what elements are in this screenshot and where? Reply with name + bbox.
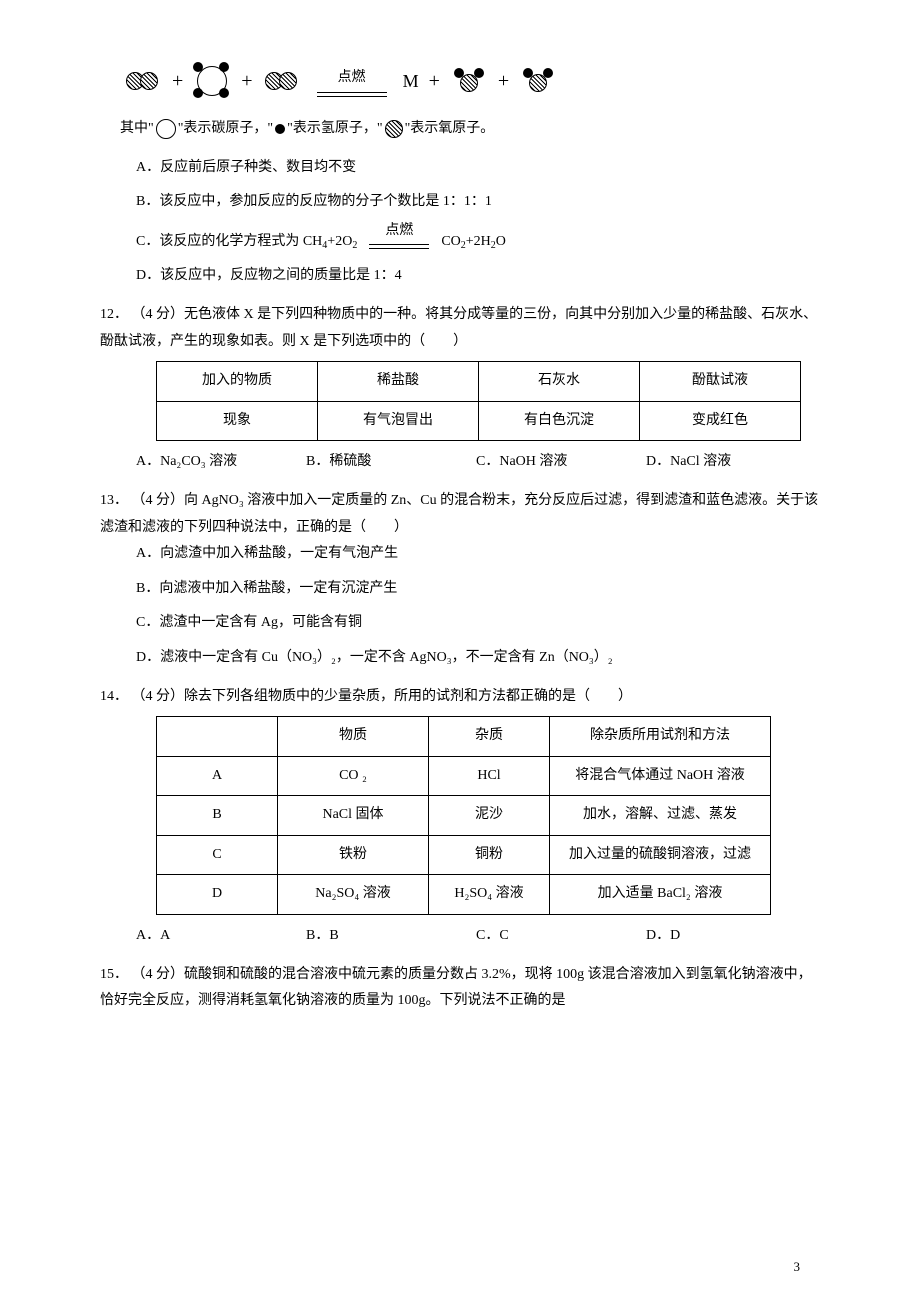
table-row: 现象 有气泡冒出 有白色沉淀 变成红色 <box>157 401 801 441</box>
table-row: 加入的物质 稀盐酸 石灰水 酚酞试液 <box>157 362 801 402</box>
carbon-icon <box>156 119 176 139</box>
reaction-diagram: + + 点燃 M + + <box>120 60 820 102</box>
q13-option-b: B．向滤液中加入稀盐酸，一定有沉淀产生 <box>136 576 820 603</box>
cell: B <box>157 796 278 836</box>
molecule-o2-2 <box>261 60 303 102</box>
cell: D <box>157 875 278 915</box>
question-12: 12． （4 分）无色液体 X 是下列四种物质中的一种。将其分成等量的三份，向其… <box>100 302 820 476</box>
cell: CO ₂ <box>278 756 429 796</box>
product-M: M <box>403 64 419 98</box>
molecule-o2-1 <box>122 60 164 102</box>
q13-number: 13． <box>100 493 128 508</box>
table-row: 物质 杂质 除杂质所用试剂和方法 <box>157 717 771 757</box>
q11c-4: +2H <box>466 229 491 256</box>
cell: C <box>157 835 278 875</box>
question-15: 15． （4 分）硫酸铜和硫酸的混合溶液中硫元素的质量分数占 3.2%，现将 1… <box>100 962 820 1015</box>
cell: 有气泡冒出 <box>318 401 479 441</box>
q12-choices: A．Na₂CO₃ 溶液 B．稀硫酸 C．NaOH 溶液 D．NaCl 溶液 <box>136 449 820 476</box>
table-row: C 铁粉 铜粉 加入过量的硫酸铜溶液，过滤 <box>157 835 771 875</box>
choice-c: C．NaOH 溶液 <box>476 449 646 476</box>
q12-number: 12． <box>100 307 128 322</box>
choice-a: A．A <box>136 923 306 950</box>
cell: 有白色沉淀 <box>479 401 640 441</box>
q15-number: 15． <box>100 967 128 982</box>
choice-c: C．C <box>476 923 646 950</box>
cell: 变成红色 <box>640 401 801 441</box>
q13-option-a: A．向滤渣中加入稀盐酸，一定有气泡产生 <box>136 541 820 568</box>
cell: 铁粉 <box>278 835 429 875</box>
q15-stem: （4 分）硫酸铜和硫酸的混合溶液中硫元素的质量分数占 3.2%，现将 100g … <box>100 967 812 1009</box>
cell: H₂SO₄ 溶液 <box>429 875 550 915</box>
molecule-h2o-1 <box>448 60 490 102</box>
reaction-arrow: 点燃 <box>317 65 387 97</box>
table-row: D Na₂SO₄ 溶液 H₂SO₄ 溶液 加入适量 BaCl₂ 溶液 <box>157 875 771 915</box>
molecule-ch4 <box>191 60 233 102</box>
cell: A <box>157 756 278 796</box>
choice-b: B．稀硫酸 <box>306 449 476 476</box>
choice-a: A．Na₂CO₃ 溶液 <box>136 449 306 476</box>
page-number: 3 <box>794 1255 801 1280</box>
q11c-arrow: 点燃 <box>369 218 429 250</box>
caption-text-1: 其中" <box>120 116 154 143</box>
q12-stem: （4 分）无色液体 X 是下列四种物质中的一种。将其分成等量的三份，向其中分别加… <box>100 307 817 349</box>
q11-option-a: A．反应前后原子种类、数目均不变 <box>136 155 820 182</box>
q11c-5: O <box>496 229 506 256</box>
choice-d: D．D <box>646 923 816 950</box>
q11c-arrow-label: 点燃 <box>385 218 413 245</box>
q11-option-b: B．该反应中，参加反应的反应物的分子个数比是 1：1：1 <box>136 189 820 216</box>
choice-d: D．NaCl 溶液 <box>646 449 816 476</box>
cell: 酚酞试液 <box>640 362 801 402</box>
plus-3: + <box>429 62 440 100</box>
q14-table: 物质 杂质 除杂质所用试剂和方法 A CO ₂ HCl 将混合气体通过 NaOH… <box>156 716 771 915</box>
q11-option-d: D．该反应中，反应物之间的质量比是 1：4 <box>136 263 820 290</box>
q14-stem: （4 分）除去下列各组物质中的少量杂质，所用的试剂和方法都正确的是（ ） <box>132 689 633 704</box>
q14-choices: A．A B．B C．C D．D <box>136 923 820 950</box>
cell: 加入适量 BaCl₂ 溶液 <box>550 875 771 915</box>
caption-text-2: "表示碳原子，" <box>178 116 273 143</box>
cell: Na₂SO₄ 溶液 <box>278 875 429 915</box>
diagram-caption: 其中" "表示碳原子，" "表示氢原子，" "表示氧原子。 <box>120 116 820 143</box>
cell: 将混合气体通过 NaOH 溶液 <box>550 756 771 796</box>
cell: 稀盐酸 <box>318 362 479 402</box>
q11c-3: CO <box>441 229 460 256</box>
q14-number: 14． <box>100 689 128 704</box>
hydrogen-icon <box>275 124 285 134</box>
caption-text-3: "表示氢原子，" <box>287 116 382 143</box>
cell: 加入的物质 <box>157 362 318 402</box>
cell: NaCl 固体 <box>278 796 429 836</box>
question-13: 13． （4 分）向 AgNO₃ 溶液中加入一定质量的 Zn、Cu 的混合粉末，… <box>100 488 820 672</box>
question-14: 14． （4 分）除去下列各组物质中的少量杂质，所用的试剂和方法都正确的是（ ）… <box>100 684 820 950</box>
cell: 加水，溶解、过滤、蒸发 <box>550 796 771 836</box>
plus-4: + <box>498 62 509 100</box>
plus-2: + <box>241 62 252 100</box>
plus-1: + <box>172 62 183 100</box>
arrow-label: 点燃 <box>338 65 366 92</box>
cell: 现象 <box>157 401 318 441</box>
choice-b: B．B <box>306 923 476 950</box>
q13-stem: （4 分）向 AgNO₃ 溶液中加入一定质量的 Zn、Cu 的混合粉末，充分反应… <box>100 493 818 535</box>
page: + + 点燃 M + + <box>60 0 860 1300</box>
q11-option-c: C．该反应的化学方程式为 CH4 +2O2 点燃 CO2 +2H2 O <box>136 224 820 256</box>
table-row: A CO ₂ HCl 将混合气体通过 NaOH 溶液 <box>157 756 771 796</box>
table-row: B NaCl 固体 泥沙 加水，溶解、过滤、蒸发 <box>157 796 771 836</box>
q11c-2: +2O <box>327 229 352 256</box>
oxygen-icon <box>385 120 403 138</box>
caption-text-4: "表示氧原子。 <box>405 116 495 143</box>
cell: 石灰水 <box>479 362 640 402</box>
cell: 铜粉 <box>429 835 550 875</box>
cell: 加入过量的硫酸铜溶液，过滤 <box>550 835 771 875</box>
cell: 泥沙 <box>429 796 550 836</box>
molecule-h2o-2 <box>517 60 559 102</box>
cell: 杂质 <box>429 717 550 757</box>
q12-table: 加入的物质 稀盐酸 石灰水 酚酞试液 现象 有气泡冒出 有白色沉淀 变成红色 <box>156 361 801 441</box>
cell <box>157 717 278 757</box>
cell: 物质 <box>278 717 429 757</box>
cell: 除杂质所用试剂和方法 <box>550 717 771 757</box>
q11c-1: C．该反应的化学方程式为 CH <box>136 229 322 256</box>
q13-option-c: C．滤渣中一定含有 Ag，可能含有铜 <box>136 610 820 637</box>
cell: HCl <box>429 756 550 796</box>
q13-option-d: D．滤液中一定含有 Cu（NO₃）₂，一定不含 AgNO₃，不一定含有 Zn（N… <box>136 645 820 672</box>
